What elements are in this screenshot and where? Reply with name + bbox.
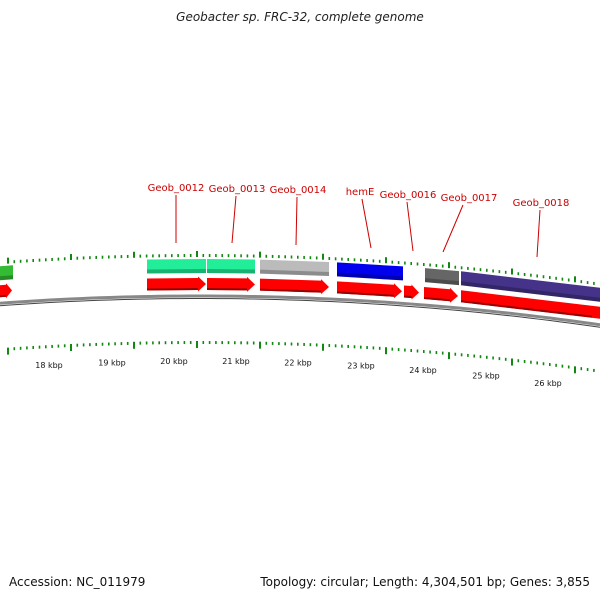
gene-block-shade xyxy=(0,275,13,281)
scale-ticks-bottom xyxy=(7,341,595,374)
kbp-label: 22 kbp xyxy=(284,359,312,368)
label-geob-0017[interactable]: Geob_0017 xyxy=(441,193,498,204)
kbp-label: 20 kbp xyxy=(160,357,188,366)
accession-text: Accession: NC_011979 xyxy=(9,575,146,589)
gene-arrow-shade xyxy=(460,300,593,318)
gene-block-heme[interactable] xyxy=(337,262,403,281)
genome-summary-text: Topology: circular; Length: 4,304,501 bp… xyxy=(260,575,590,589)
label-geob-0016[interactable]: Geob_0016 xyxy=(380,190,437,201)
gene-block-geob-0017[interactable] xyxy=(425,268,459,286)
gene-block-geob-0014[interactable] xyxy=(260,259,329,276)
gene-labels[interactable]: Geob_0012 Geob_0013 Geob_0014 hemE Geob_0016… xyxy=(148,183,570,209)
label-geob-0012[interactable]: Geob_0012 xyxy=(148,183,205,194)
gene-block-shade xyxy=(337,272,403,281)
kbp-label: 24 kbp xyxy=(409,366,437,375)
genome-title: Geobacter sp. FRC-32, complete genome xyxy=(176,10,424,24)
gene-block-shade xyxy=(425,278,459,286)
leader-line xyxy=(231,195,237,244)
gene-block-shade xyxy=(461,281,600,302)
leader-line xyxy=(295,196,298,246)
gene-features[interactable] xyxy=(0,259,600,319)
leader-line xyxy=(442,204,464,253)
kbp-label: 19 kbp xyxy=(98,358,126,367)
leader-line xyxy=(361,198,372,249)
label-geob-0014[interactable]: Geob_0014 xyxy=(270,185,327,196)
kbp-labels: 18 kbp 19 kbp 20 kbp 21 kbp 22 kbp 23 kbp 24 k… xyxy=(35,357,562,388)
gene-block-green[interactable] xyxy=(0,265,13,281)
gene-arrow-shade xyxy=(336,291,395,297)
scale-ticks-top xyxy=(7,251,595,285)
gene-arrow-geob-0012[interactable] xyxy=(147,276,206,292)
leader-line xyxy=(536,209,541,258)
leader-line xyxy=(406,201,414,252)
gene-arrow-shade xyxy=(259,288,322,293)
gene-block-geob-0018[interactable] xyxy=(461,271,600,302)
gene-arrow-shade xyxy=(146,288,199,291)
kbp-label: 25 kbp xyxy=(472,372,500,381)
gene-block-geob-0012[interactable] xyxy=(147,259,206,274)
gene-label-leaders xyxy=(175,195,541,258)
kbp-label: 21 kbp xyxy=(222,357,250,366)
gene-block-shade xyxy=(147,269,206,274)
kbp-label: 18 kbp xyxy=(35,361,63,370)
gene-block-geob-0013[interactable] xyxy=(207,259,255,274)
kbp-label: 23 kbp xyxy=(347,362,375,371)
label-geob-0013[interactable]: Geob_0013 xyxy=(209,184,266,195)
label-geob-0018[interactable]: Geob_0018 xyxy=(513,198,570,209)
gene-arrow-shade xyxy=(403,295,412,299)
label-heme[interactable]: hemE xyxy=(346,187,375,198)
gene-arrow-shade xyxy=(423,297,451,302)
gene-arrow-start[interactable] xyxy=(0,283,12,299)
backbone-line xyxy=(0,294,600,327)
gene-block-shade xyxy=(207,269,255,274)
kbp-label: 26 kbp xyxy=(534,379,562,388)
backbone-shadow xyxy=(0,297,600,328)
gene-block-shade xyxy=(260,269,329,276)
gene-arrow-geob-0018[interactable] xyxy=(461,290,600,319)
genome-backbone xyxy=(0,294,600,328)
